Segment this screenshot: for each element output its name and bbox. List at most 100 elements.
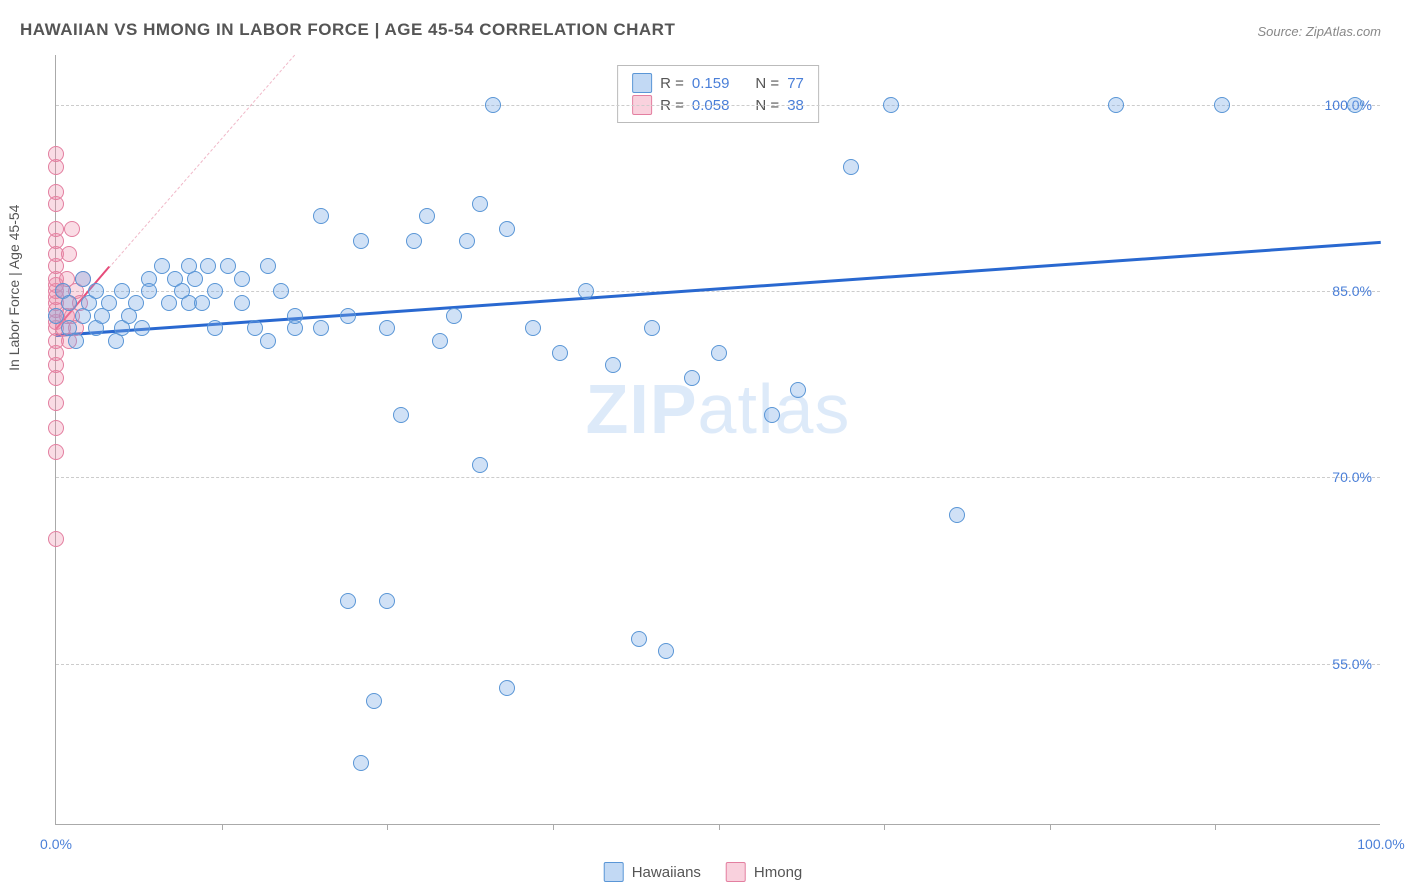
x-tick — [387, 824, 388, 830]
data-point — [552, 345, 568, 361]
data-point — [366, 693, 382, 709]
n-value-hawaiians: 77 — [787, 75, 804, 92]
y-tick-label: 70.0% — [1332, 469, 1372, 485]
x-tick — [719, 824, 720, 830]
data-point — [247, 320, 263, 336]
data-point — [605, 357, 621, 373]
data-point — [764, 407, 780, 423]
data-point — [499, 221, 515, 237]
plot-area: ZIPatlas R = 0.159 N = 77 R = 0.058 N = … — [55, 55, 1380, 825]
data-point — [313, 320, 329, 336]
legend-item-hawaiians: Hawaiians — [604, 862, 701, 882]
data-point — [114, 283, 130, 299]
data-point — [459, 233, 475, 249]
y-tick-label: 85.0% — [1332, 283, 1372, 299]
legend-label-hawaiians: Hawaiians — [632, 864, 701, 881]
data-point — [48, 420, 64, 436]
data-point — [61, 295, 77, 311]
data-point — [260, 333, 276, 349]
data-point — [68, 333, 84, 349]
data-point — [485, 97, 501, 113]
data-point — [287, 308, 303, 324]
data-point — [658, 643, 674, 659]
data-point — [64, 221, 80, 237]
data-point — [48, 184, 64, 200]
data-point — [379, 320, 395, 336]
correlation-legend: R = 0.159 N = 77 R = 0.058 N = 38 — [617, 65, 819, 123]
watermark-bold: ZIP — [586, 370, 698, 448]
data-point — [48, 146, 64, 162]
legend-label-hmong: Hmong — [754, 864, 802, 881]
legend-item-hmong: Hmong — [726, 862, 802, 882]
data-point — [48, 444, 64, 460]
data-point — [101, 295, 117, 311]
data-point — [1214, 97, 1230, 113]
data-point — [353, 755, 369, 771]
data-point — [406, 233, 422, 249]
data-point — [220, 258, 236, 274]
data-point — [472, 196, 488, 212]
data-point — [161, 295, 177, 311]
data-point — [48, 308, 64, 324]
data-point — [883, 97, 899, 113]
data-point — [393, 407, 409, 423]
gridline — [56, 477, 1380, 478]
source-label: Source: ZipAtlas.com — [1257, 24, 1381, 39]
x-tick — [884, 824, 885, 830]
data-point — [631, 631, 647, 647]
data-point — [790, 382, 806, 398]
r-value-hawaiians: 0.159 — [692, 75, 730, 92]
data-point — [644, 320, 660, 336]
data-point — [525, 320, 541, 336]
data-point — [273, 283, 289, 299]
y-axis-label: In Labor Force | Age 45-54 — [6, 205, 22, 371]
data-point — [187, 271, 203, 287]
data-point — [1108, 97, 1124, 113]
r-label: R = — [660, 75, 684, 92]
series-legend: Hawaiians Hmong — [604, 862, 803, 882]
gridline — [56, 664, 1380, 665]
data-point — [75, 271, 91, 287]
legend-swatch-blue — [632, 73, 652, 93]
gridline — [56, 291, 1380, 292]
x-tick — [1215, 824, 1216, 830]
data-point — [128, 295, 144, 311]
legend-swatch-blue — [604, 862, 624, 882]
chart-container: HAWAIIAN VS HMONG IN LABOR FORCE | AGE 4… — [0, 0, 1406, 892]
data-point — [260, 258, 276, 274]
data-point — [1347, 97, 1363, 113]
data-point — [207, 283, 223, 299]
data-point — [313, 208, 329, 224]
data-point — [353, 233, 369, 249]
data-point — [472, 457, 488, 473]
data-point — [379, 593, 395, 609]
data-point — [194, 295, 210, 311]
n-label: N = — [755, 75, 779, 92]
x-tick — [222, 824, 223, 830]
data-point — [340, 308, 356, 324]
data-point — [88, 283, 104, 299]
data-point — [48, 395, 64, 411]
x-tick-label: 100.0% — [1357, 836, 1404, 852]
data-point — [340, 593, 356, 609]
data-point — [499, 680, 515, 696]
data-point — [154, 258, 170, 274]
data-point — [234, 271, 250, 287]
gridline — [56, 105, 1380, 106]
data-point — [234, 295, 250, 311]
data-point — [578, 283, 594, 299]
data-point — [48, 221, 64, 237]
data-point — [200, 258, 216, 274]
data-point — [432, 333, 448, 349]
data-point — [446, 308, 462, 324]
data-point — [61, 246, 77, 262]
data-point — [684, 370, 700, 386]
data-point — [207, 320, 223, 336]
data-point — [141, 283, 157, 299]
x-tick-label: 0.0% — [40, 836, 72, 852]
y-tick-label: 55.0% — [1332, 656, 1372, 672]
watermark: ZIPatlas — [586, 369, 851, 449]
legend-row-hawaiians: R = 0.159 N = 77 — [632, 72, 804, 94]
data-point — [419, 208, 435, 224]
data-point — [711, 345, 727, 361]
